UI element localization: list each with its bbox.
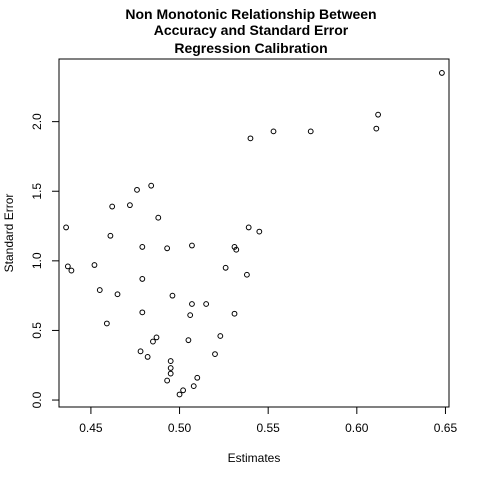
data-point [68,267,75,274]
data-point [64,263,71,270]
x-tick-label: 0.45 [79,421,103,435]
data-point [155,214,162,221]
data-point [114,291,121,298]
y-axis-label: Standard Error [2,194,16,273]
data-point [189,242,195,249]
x-axis: 0.45 0.50 0.55 0.60 0.65 [79,406,458,435]
x-tick-label: 0.55 [257,421,281,435]
chart-title: Non Monotonic Relationship Between Accur… [125,6,376,56]
y-tick-label: 0.0 [30,391,44,408]
data-point [185,337,192,344]
data-point [153,334,160,341]
x-axis-label: Estimates [228,451,281,465]
data-point [167,365,174,371]
x-tick-label: 0.65 [434,421,458,435]
data-point [245,224,252,231]
data-point [103,320,110,327]
data-point [212,351,218,358]
data-point [127,202,133,209]
data-point [307,128,314,135]
chart-title-line-1: Non Monotonic Relationship Between [125,6,376,22]
data-point [187,312,194,319]
data-point [247,135,254,142]
y-tick-label: 2.0 [30,113,44,130]
data-point [150,338,156,345]
data-point [148,182,155,189]
data-point [91,262,98,268]
data-point [139,244,146,250]
data-point [203,301,210,307]
x-tick-label: 0.50 [168,421,192,435]
data-point [439,70,445,76]
y-axis: 0.0 0.5 1.0 1.5 2.0 [30,113,60,408]
data-point [222,264,229,271]
data-point [231,310,238,317]
data-point [139,276,146,282]
data-points [63,70,445,398]
data-point [137,348,144,355]
data-point [107,232,114,239]
data-point [144,353,151,360]
data-point [373,125,380,132]
data-point [176,391,183,398]
y-tick-label: 0.5 [30,322,44,339]
data-point [164,377,171,384]
data-point [180,387,186,394]
data-point [270,128,277,135]
chart-title-line-2: Accuracy and Standard Error [154,22,349,38]
plot-frame [58,58,450,408]
y-tick-label: 1.0 [30,252,44,269]
data-point [189,301,195,307]
data-point [233,246,240,253]
data-point [169,292,176,299]
data-point [167,370,174,377]
data-point [244,271,250,278]
x-tick-label: 0.60 [345,421,369,435]
data-point [164,245,171,252]
data-point [217,333,224,339]
data-point [256,228,263,235]
data-point [190,383,197,390]
data-point [96,287,103,293]
data-point [63,224,69,231]
data-point [134,186,140,193]
y-tick-label: 1.5 [30,183,44,200]
data-point [167,358,174,364]
chart-title-line-3: Regression Calibration [174,40,327,56]
data-point [109,203,116,210]
data-point [194,374,201,381]
data-point [375,111,381,118]
data-point [139,309,146,316]
